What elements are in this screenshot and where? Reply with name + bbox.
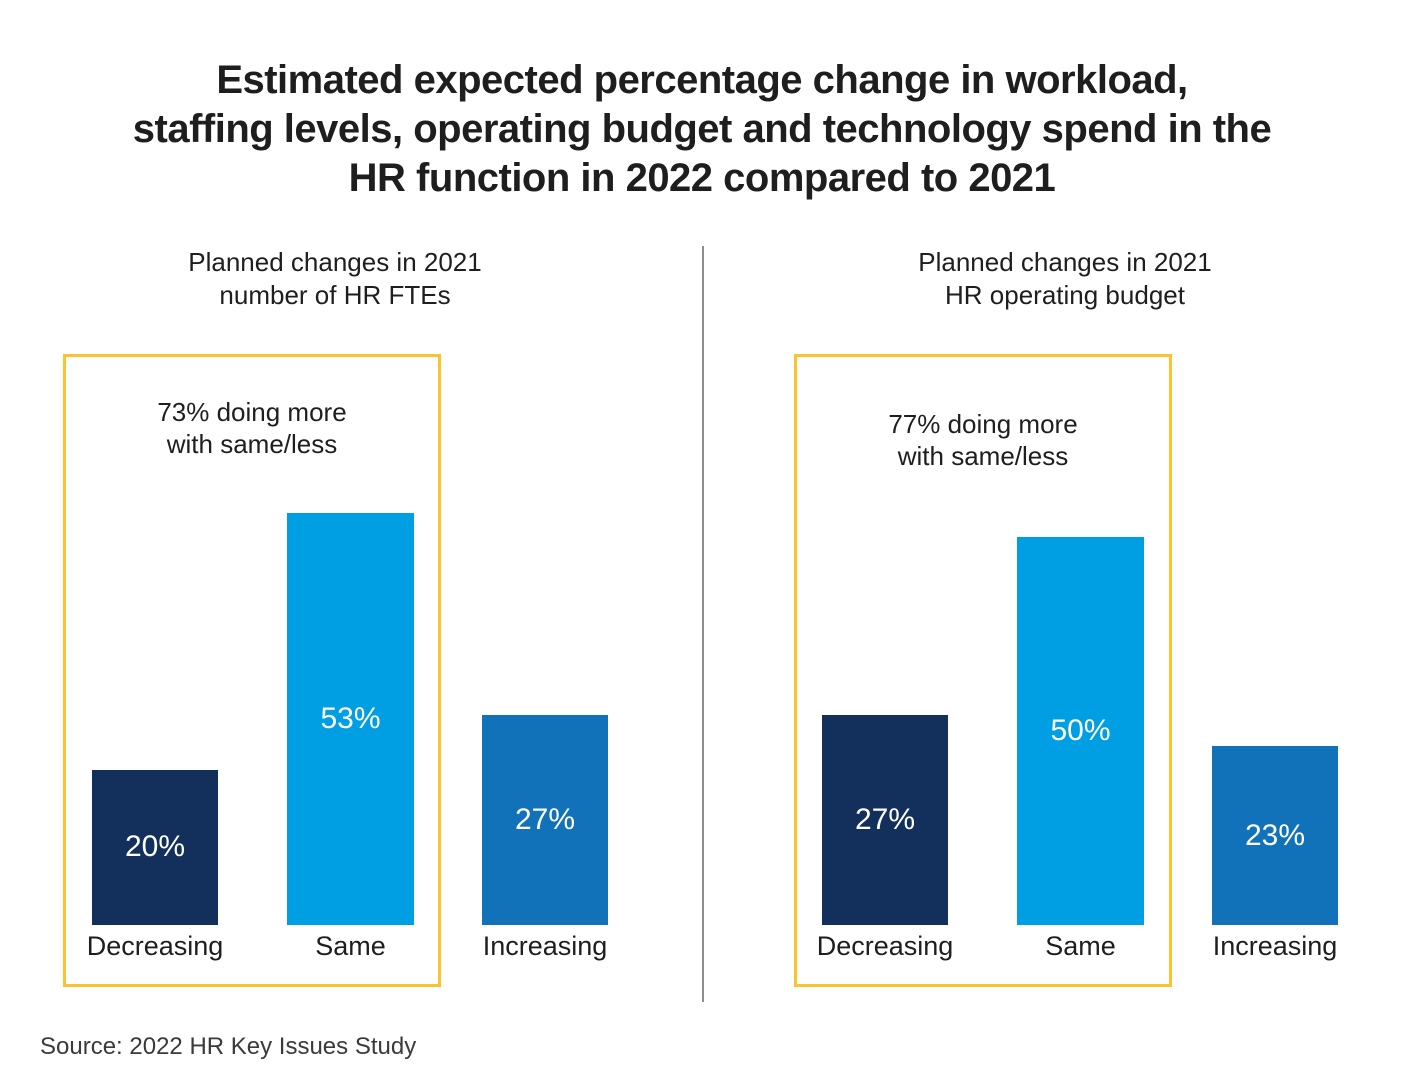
category-label-increasing: Increasing <box>1212 931 1338 961</box>
source-note: Source: 2022 HR Key Issues Study <box>40 1033 417 1060</box>
annotation-doing-more: 77% doing more with same/less <box>888 409 1078 471</box>
highlight-box <box>794 354 1172 987</box>
chart-title-hr-budget: Planned changes in 2021 HR operating bud… <box>918 247 1212 310</box>
bar-value-label: 23% <box>1244 818 1306 852</box>
page-title: Estimated expected percentage change in … <box>132 58 1272 200</box>
bar-value-label: 53% <box>320 702 381 736</box>
chart-title-hr-ftes: Planned changes in 2021 number of HR FTE… <box>188 247 482 310</box>
bar-same: 50% <box>1017 536 1144 925</box>
highlight-box <box>63 354 441 987</box>
bar-decreasing: 20% <box>92 769 218 925</box>
category-label-decreasing: Decreasing <box>86 931 224 961</box>
category-label-same: Same <box>1045 931 1116 961</box>
annotation-doing-more: 73% doing more with same/less <box>157 397 347 459</box>
bar-increasing: 27% <box>482 715 608 925</box>
bar-same: 53% <box>287 513 414 925</box>
panel-divider-line <box>702 246 704 1002</box>
bar-value-label: 27% <box>514 803 576 837</box>
bar-decreasing: 27% <box>822 715 948 925</box>
bar-value-label: 50% <box>1050 713 1111 747</box>
bar-value-label: 20% <box>124 830 186 864</box>
bar-increasing: 23% <box>1212 746 1338 925</box>
bar-value-label: 27% <box>854 803 916 837</box>
category-label-same: Same <box>315 931 386 961</box>
category-label-decreasing: Decreasing <box>816 931 954 961</box>
category-label-increasing: Increasing <box>482 931 608 961</box>
